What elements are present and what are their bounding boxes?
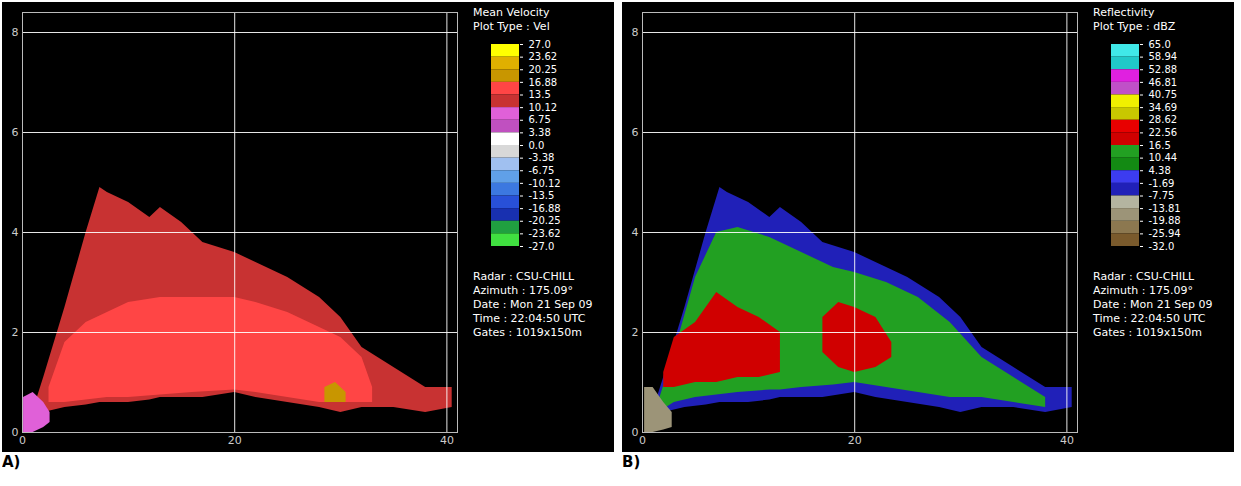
svg-text:-32.0: -32.0 [1149, 241, 1175, 252]
html-text:Time : 22:04:50 UTC: Time : 22:04:50 UTC [473, 312, 586, 325]
svg-text:0: 0 [632, 426, 639, 439]
svg-text:-1.69: -1.69 [1149, 178, 1175, 189]
svg-text:-16.88: -16.88 [529, 203, 561, 214]
svg-text:0: 0 [12, 426, 19, 439]
svg-text:23.62: 23.62 [529, 51, 558, 62]
svg-text:34.69: 34.69 [1149, 102, 1178, 113]
svg-text:46.81: 46.81 [1149, 77, 1178, 88]
html-text:Reflectivity: Reflectivity [1093, 6, 1155, 19]
html-text:A): A) [2, 453, 21, 471]
svg-text:0.0: 0.0 [529, 140, 545, 151]
html-text:Radar : CSU-CHILL: Radar : CSU-CHILL [473, 270, 575, 283]
html-text:Azimuth : 175.09°: Azimuth : 175.09° [1093, 284, 1193, 297]
svg-text:20: 20 [848, 434, 862, 447]
svg-text:2: 2 [632, 326, 639, 339]
svg-text:-23.62: -23.62 [529, 228, 561, 239]
svg-text:2: 2 [12, 326, 19, 339]
svg-text:6: 6 [12, 126, 19, 139]
svg-text:-3.38: -3.38 [529, 152, 555, 163]
svg-text:0: 0 [639, 434, 646, 447]
svg-text:40: 40 [440, 434, 454, 447]
svg-text:8: 8 [632, 26, 639, 39]
html-text:Plot Type : Vel: Plot Type : Vel [473, 20, 550, 33]
html-text:Gates : 1019x150m: Gates : 1019x150m [1093, 326, 1202, 339]
svg-text:-7.75: -7.75 [1149, 190, 1175, 201]
html-text:Mean Velocity: Mean Velocity [473, 6, 550, 19]
svg-text:-25.94: -25.94 [1149, 228, 1181, 239]
svg-text:16.88: 16.88 [529, 77, 558, 88]
svg-text:65.0: 65.0 [1149, 39, 1171, 50]
html-text:Azimuth : 175.09°: Azimuth : 175.09° [473, 284, 573, 297]
svg-text:-6.75: -6.75 [529, 165, 555, 176]
svg-text:20: 20 [228, 434, 242, 447]
svg-text:40: 40 [1060, 434, 1074, 447]
svg-text:0: 0 [19, 434, 26, 447]
svg-text:-13.5: -13.5 [529, 190, 555, 201]
svg-text:22.56: 22.56 [1149, 127, 1178, 138]
html-text:Plot Type : dBZ: Plot Type : dBZ [1093, 20, 1176, 33]
svg-text:4.38: 4.38 [1149, 165, 1171, 176]
svg-text:6.75: 6.75 [529, 114, 551, 125]
svg-text:13.5: 13.5 [529, 89, 551, 100]
svg-text:6: 6 [632, 126, 639, 139]
svg-text:-19.88: -19.88 [1149, 215, 1181, 226]
svg-text:20.25: 20.25 [529, 64, 558, 75]
svg-text:40.75: 40.75 [1149, 89, 1178, 100]
svg-text:4: 4 [632, 226, 639, 239]
svg-text:58.94: 58.94 [1149, 51, 1178, 62]
svg-text:3.38: 3.38 [529, 127, 551, 138]
svg-text:-13.81: -13.81 [1149, 203, 1181, 214]
svg-text:52.88: 52.88 [1149, 64, 1178, 75]
svg-text:8: 8 [12, 26, 19, 39]
html-text:Date : Mon 21 Sep 09: Date : Mon 21 Sep 09 [473, 298, 593, 311]
html-text:Gates : 1019x150m: Gates : 1019x150m [473, 326, 582, 339]
html-text:Date : Mon 21 Sep 09: Date : Mon 21 Sep 09 [1093, 298, 1213, 311]
svg-text:10.12: 10.12 [529, 102, 558, 113]
html-text:B): B) [622, 453, 641, 471]
svg-text:28.62: 28.62 [1149, 114, 1178, 125]
svg-text:-10.12: -10.12 [529, 178, 561, 189]
html-text:Radar : CSU-CHILL: Radar : CSU-CHILL [1093, 270, 1195, 283]
svg-text:-27.0: -27.0 [529, 241, 555, 252]
svg-text:16.5: 16.5 [1149, 140, 1171, 151]
html-text:Time : 22:04:50 UTC: Time : 22:04:50 UTC [1093, 312, 1206, 325]
svg-text:-20.25: -20.25 [529, 215, 561, 226]
svg-text:10.44: 10.44 [1149, 152, 1178, 163]
svg-text:4: 4 [12, 226, 19, 239]
svg-text:27.0: 27.0 [529, 39, 551, 50]
